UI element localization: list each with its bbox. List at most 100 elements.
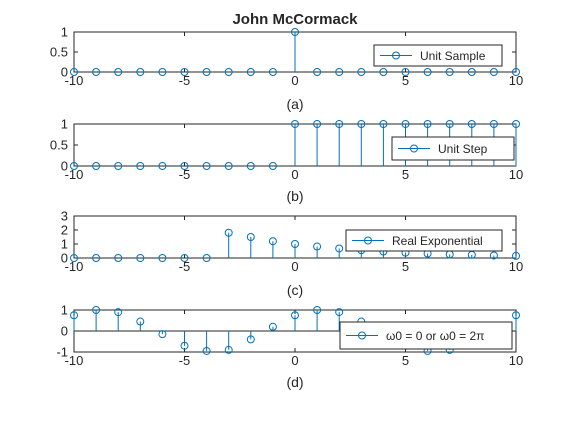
stem-marker bbox=[202, 346, 211, 355]
legend-marker bbox=[392, 51, 400, 60]
stem-marker bbox=[423, 68, 432, 76]
stem-marker bbox=[114, 308, 123, 317]
x-tick-label: -10 bbox=[65, 259, 84, 274]
stem-marker bbox=[291, 240, 299, 248]
y-tick-label: 0.5 bbox=[50, 138, 68, 153]
stem-marker bbox=[379, 120, 388, 128]
stem-marker bbox=[136, 68, 145, 76]
legend-box bbox=[373, 44, 503, 67]
x-tick-label: -10 bbox=[65, 73, 84, 88]
stem-marker bbox=[224, 228, 233, 237]
stem-marker bbox=[114, 68, 123, 76]
stem-marker bbox=[489, 68, 498, 76]
stem-marker bbox=[180, 254, 189, 262]
y-tick-label: 3 bbox=[61, 209, 68, 224]
x-tick-label: -5 bbox=[179, 73, 191, 88]
stem-marker bbox=[291, 311, 299, 320]
legend-label: Unit Sample bbox=[420, 49, 486, 63]
stem-marker bbox=[512, 311, 520, 320]
y-tick-label: 1 bbox=[61, 303, 68, 318]
x-tick-label: 0 bbox=[291, 167, 298, 182]
stem-marker bbox=[180, 68, 189, 76]
stem-marker bbox=[512, 68, 520, 76]
panel-label: (b) bbox=[286, 188, 303, 204]
x-tick-label: 0 bbox=[291, 73, 298, 88]
stem-marker bbox=[401, 68, 410, 76]
stem-marker bbox=[70, 254, 78, 262]
x-tick-label: 10 bbox=[509, 73, 523, 88]
stem-marker bbox=[489, 120, 498, 128]
stem-marker bbox=[158, 162, 167, 170]
y-tick-label: 0 bbox=[61, 251, 68, 266]
stem-marker bbox=[357, 68, 366, 76]
panel-label: (d) bbox=[286, 374, 303, 390]
x-tick-label: 0 bbox=[291, 353, 298, 368]
legend: Real Exponential bbox=[345, 229, 503, 252]
stem-marker bbox=[335, 244, 344, 253]
stem-marker bbox=[357, 120, 366, 128]
stem-marker bbox=[70, 162, 78, 170]
stem-marker bbox=[313, 68, 322, 76]
stem-marker bbox=[202, 68, 211, 76]
subplot-1: -10 -5 0 5 10 0 0.5 1 Unit Sample (a) bbox=[50, 25, 523, 113]
stem-marker bbox=[92, 68, 101, 76]
x-tick-label: 10 bbox=[509, 259, 523, 274]
legend-marker bbox=[364, 236, 372, 245]
stem-marker bbox=[512, 251, 520, 260]
legend: Unit Sample bbox=[373, 44, 503, 67]
stem-marker bbox=[224, 162, 233, 170]
stem-marker bbox=[180, 162, 189, 170]
stem-marker bbox=[92, 306, 101, 314]
y-tick-label: 0 bbox=[61, 65, 68, 80]
stem-marker bbox=[158, 330, 167, 339]
stem-marker bbox=[268, 162, 277, 170]
stem-marker bbox=[445, 120, 454, 128]
stem-marker bbox=[489, 251, 498, 260]
legend: Unit Step bbox=[391, 136, 515, 161]
stem-marker bbox=[379, 68, 388, 76]
x-tick-label: 5 bbox=[402, 73, 409, 88]
subplot-2: -10 -5 0 5 10 0 0.5 1 Unit Step (b) bbox=[50, 117, 523, 205]
stem-marker bbox=[445, 68, 454, 76]
legend-label: Unit Step bbox=[438, 142, 488, 156]
stem-marker bbox=[70, 68, 78, 76]
stem-marker bbox=[70, 311, 78, 320]
stem-marker bbox=[291, 28, 299, 36]
stem-marker bbox=[158, 68, 167, 76]
panel-label: (c) bbox=[287, 282, 303, 298]
stem-marker bbox=[313, 120, 322, 128]
stem-marker bbox=[291, 120, 299, 128]
stem-marker bbox=[158, 254, 167, 262]
stem-marker bbox=[401, 120, 410, 128]
stem-marker bbox=[202, 162, 211, 170]
stem-marker bbox=[268, 237, 277, 246]
stem-marker bbox=[92, 254, 101, 262]
x-tick-label: -10 bbox=[65, 167, 84, 182]
x-tick-label: -5 bbox=[179, 167, 191, 182]
x-tick-label: -5 bbox=[179, 259, 191, 274]
stem-marker bbox=[335, 308, 344, 317]
stem-marker bbox=[202, 254, 211, 262]
stem-marker bbox=[136, 254, 145, 262]
legend-marker bbox=[410, 144, 418, 153]
x-tick-label: 5 bbox=[402, 167, 409, 182]
stem-marker bbox=[246, 335, 255, 344]
x-tick-label: 10 bbox=[509, 353, 523, 368]
legend-label: ω0 = 0 or ω0 = 2π bbox=[386, 329, 484, 343]
y-tick-label: -1 bbox=[56, 345, 68, 360]
legend-box bbox=[391, 136, 515, 161]
stem-marker bbox=[268, 68, 277, 76]
x-tick-label: -10 bbox=[65, 353, 84, 368]
stem-marker bbox=[114, 254, 123, 262]
x-tick-label: 0 bbox=[291, 259, 298, 274]
x-tick-label: -5 bbox=[179, 353, 191, 368]
legend-marker bbox=[358, 331, 366, 340]
stem-marker bbox=[467, 68, 476, 76]
y-tick-label: 0 bbox=[61, 324, 68, 339]
y-tick-label: 1 bbox=[61, 117, 68, 132]
y-tick-label: 1 bbox=[61, 25, 68, 40]
